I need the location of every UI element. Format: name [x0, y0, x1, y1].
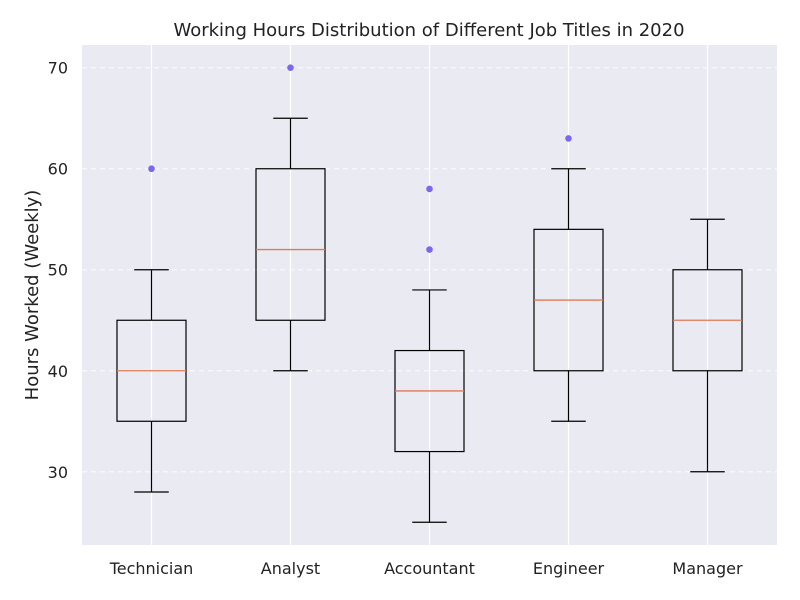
- x-tick-label: Manager: [672, 559, 743, 578]
- outlier-point: [565, 135, 572, 142]
- x-tick-label: Accountant: [384, 559, 475, 578]
- y-axis-label: Hours Worked (Weekly): [22, 190, 43, 401]
- x-tick-label: Analyst: [261, 559, 320, 578]
- y-tick-label: 70: [48, 59, 68, 78]
- x-tick-label: Technician: [109, 559, 194, 578]
- x-tick-label: Engineer: [533, 559, 605, 578]
- y-tick-label: 30: [48, 463, 68, 482]
- outlier-point: [426, 246, 433, 253]
- outlier-point: [287, 64, 294, 71]
- y-tick-label: 50: [48, 261, 68, 280]
- chart-title: Working Hours Distribution of Different …: [173, 20, 684, 41]
- y-axis-ticks: 30 40 50 60 70: [48, 59, 68, 482]
- x-axis-ticks: Technician Analyst Accountant Engineer Manag…: [109, 559, 743, 578]
- outlier-point: [148, 165, 155, 172]
- y-tick-label: 40: [48, 362, 68, 381]
- outlier-point: [426, 186, 433, 193]
- y-tick-label: 60: [48, 160, 68, 179]
